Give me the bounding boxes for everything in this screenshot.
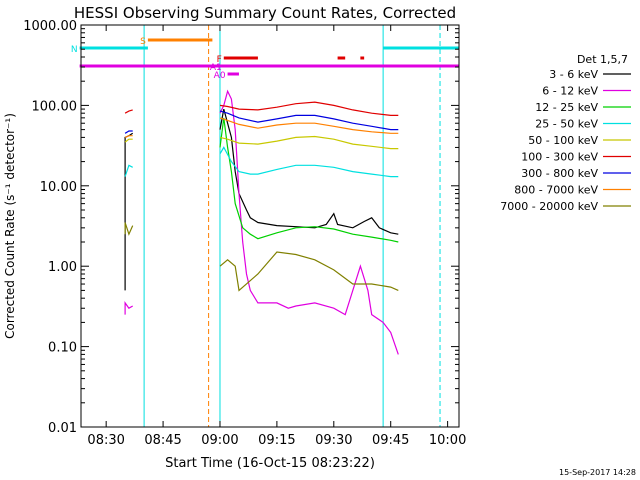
series-line-6-0 <box>124 130 133 134</box>
legend-label-7: 800 - 7000 keV <box>514 184 598 197</box>
series-line-8-1 <box>219 251 399 292</box>
legend-label-0: 3 - 6 keV <box>549 68 598 81</box>
y-axis-label: Corrected Count Rate (s⁻¹ detector⁻¹) <box>3 113 17 339</box>
flag-label-7: A1 <box>210 63 222 73</box>
flag-label-8: A0 <box>214 71 226 81</box>
series-line-3-1 <box>219 146 399 178</box>
flag-label-3: F <box>217 55 222 65</box>
timestamp: 15-Sep-2017 14:28 <box>559 468 636 477</box>
y-tick-label-4: 0.10 <box>48 341 77 356</box>
series-line-4-0 <box>124 138 133 143</box>
series-line-0-1 <box>219 108 399 235</box>
x-tick-label-4: 09:30 <box>315 433 352 448</box>
series-line-3-0 <box>124 164 133 177</box>
legend-label-3: 25 - 50 keV <box>535 118 598 131</box>
series-line-7-1 <box>219 117 399 134</box>
legend-label-5: 100 - 300 keV <box>521 151 598 164</box>
chart-title: HESSI Observing Summary Count Rates, Cor… <box>74 4 456 22</box>
x-tick-label-0: 08:30 <box>87 433 124 448</box>
y-tick-label-2: 10.00 <box>40 180 77 195</box>
series-line-1-0 <box>124 301 134 315</box>
series-line-8-0 <box>124 222 134 236</box>
legend-label-6: 300 - 800 keV <box>521 167 598 180</box>
legend-title: Det 1,5,7 <box>577 53 628 66</box>
y-tick-label-1: 100.00 <box>32 99 78 114</box>
series-line-5-1 <box>219 101 399 117</box>
x-tick-label-3: 09:15 <box>258 433 295 448</box>
x-tick-label-6: 10:00 <box>429 433 466 448</box>
x-tick-label-5: 09:45 <box>372 433 409 448</box>
legend-label-4: 50 - 100 keV <box>528 134 598 147</box>
flag-label-0: S <box>140 37 146 47</box>
series-line-1-1 <box>219 89 399 355</box>
x-tick-label-1: 08:45 <box>144 433 181 448</box>
x-axis-label: Start Time (16-Oct-15 08:23:22) <box>165 456 375 471</box>
plot-frame <box>80 24 460 428</box>
legend-label-8: 7000 - 20000 keV <box>500 200 598 213</box>
series-line-7-0 <box>124 135 133 138</box>
series-line-4-1 <box>219 135 399 150</box>
legend: Det 1,5,7 3 - 6 keV 6 - 12 keV 12 - 25 keV… <box>500 53 631 213</box>
y-tick-label-5: 0.01 <box>48 421 77 436</box>
x-axis: 08:30 08:45 09:00 09:15 09:30 09:45 10:00 <box>87 25 466 448</box>
series-line-6-1 <box>219 110 399 131</box>
y-tick-label-3: 1.00 <box>48 260 77 275</box>
x-tick-label-2: 09:00 <box>201 433 238 448</box>
legend-label-2: 12 - 25 keV <box>535 101 598 114</box>
y-axis: 1000.00 100.00 10.00 1.00 0.10 0.01 <box>23 19 459 436</box>
series-line-2-0 <box>219 117 399 243</box>
legend-label-1: 6 - 12 keV <box>542 85 598 98</box>
flag-label-1: N <box>71 45 78 55</box>
series-line-5-0 <box>124 109 133 114</box>
y-tick-label-0: 1000.00 <box>23 19 77 34</box>
